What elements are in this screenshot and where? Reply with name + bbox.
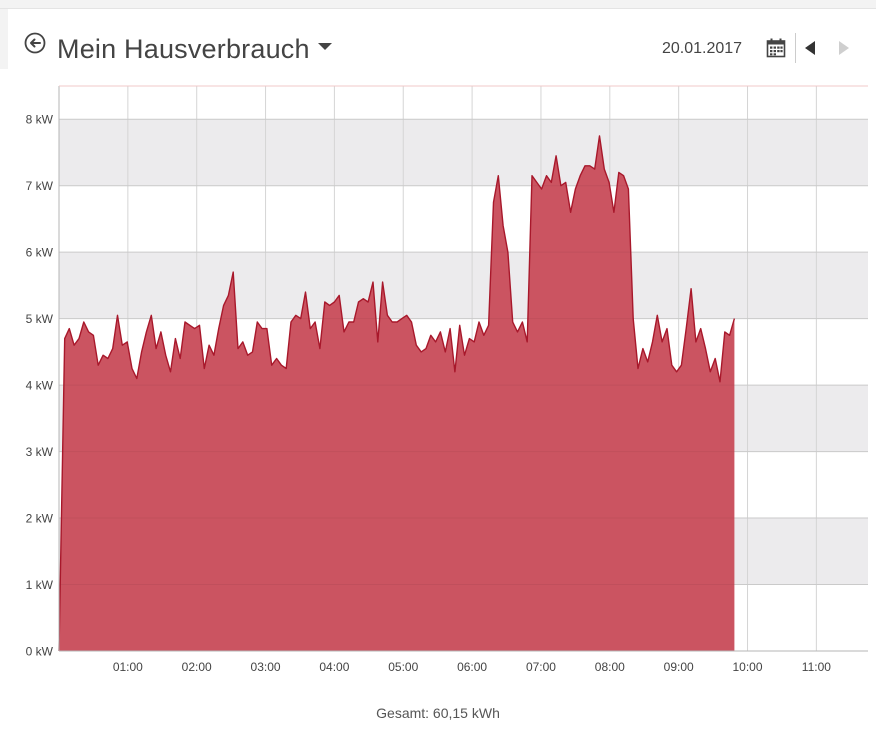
y-tick-label: 2 kW [26, 512, 54, 526]
page-title: Mein Hausverbrauch [57, 33, 310, 64]
x-tick-label: 02:00 [182, 660, 212, 674]
left-strip [0, 9, 8, 69]
date-label: 20.01.2017 [662, 40, 743, 57]
caret-down-icon [317, 42, 332, 50]
x-tick-label: 07:00 [526, 660, 556, 674]
grid-band [59, 252, 868, 319]
y-tick-label: 8 kW [26, 113, 54, 127]
x-tick-label: 11:00 [802, 660, 831, 674]
grid-band [59, 119, 868, 186]
title-dropdown[interactable]: Mein Hausverbrauch [57, 31, 332, 67]
x-tick-label: 01:00 [113, 660, 143, 674]
divider [795, 33, 796, 63]
consumption-area [59, 135, 735, 651]
x-tick-label: 04:00 [319, 660, 349, 674]
total-consumption: Gesamt: 60,15 kWh [376, 705, 500, 721]
y-tick-label: 7 kW [26, 179, 54, 193]
triangle-right-icon[interactable] [837, 40, 851, 56]
x-tick-label: 03:00 [251, 660, 281, 674]
consumption-chart: 0 kW 1 kW 2 kW 3 kW 4 kW 5 kW 6 kW 7 kW 8 kW 01:… [26, 85, 868, 674]
triangle-left-icon[interactable] [803, 40, 817, 56]
x-tick-label: 09:00 [664, 660, 694, 674]
y-tick-label: 3 kW [26, 445, 54, 459]
y-tick-label: 6 kW [26, 246, 54, 260]
x-tick-label: 08:00 [595, 660, 625, 674]
top-strip [0, 0, 876, 9]
x-tick-label: 05:00 [388, 660, 418, 674]
y-tick-label: 5 kW [26, 312, 54, 326]
consumption-line [58, 135, 736, 652]
x-tick-label: 06:00 [457, 660, 487, 674]
y-tick-label: 4 kW [26, 379, 54, 393]
y-tick-label: 0 kW [26, 645, 54, 659]
calendar-icon[interactable] [766, 38, 786, 58]
x-tick-label: 10:00 [732, 660, 762, 674]
y-tick-label: 1 kW [26, 578, 54, 592]
back-circle-arrow-icon[interactable] [24, 32, 46, 54]
